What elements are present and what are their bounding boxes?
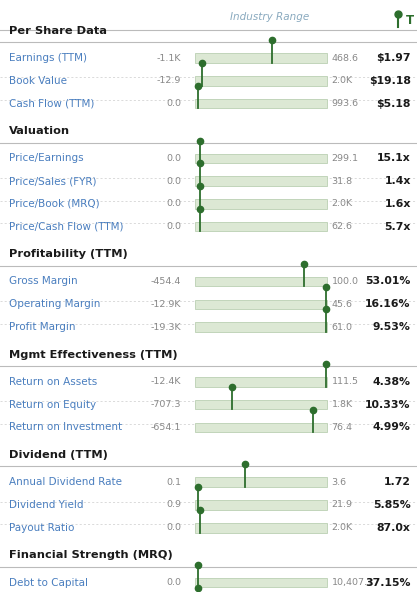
Bar (195, 523, 327, 533)
Text: 87.0x: 87.0x (377, 523, 411, 533)
Text: Profit Margin: Profit Margin (9, 322, 75, 332)
Text: 76.4: 76.4 (332, 423, 352, 432)
Text: 31.8: 31.8 (332, 176, 353, 186)
Text: $19.18: $19.18 (369, 76, 411, 86)
Text: -1.1K: -1.1K (157, 53, 181, 63)
Text: 299.1: 299.1 (332, 154, 359, 163)
Text: 4.38%: 4.38% (373, 377, 411, 387)
Text: 468.6: 468.6 (332, 53, 359, 63)
Text: Financial Strength (MRQ): Financial Strength (MRQ) (9, 551, 173, 560)
Text: 5.7x: 5.7x (384, 222, 411, 231)
Text: $1.97: $1.97 (376, 53, 411, 63)
Text: 0.0: 0.0 (166, 154, 181, 163)
Text: $5.18: $5.18 (377, 99, 411, 108)
Bar (195, 199, 327, 208)
Text: -12.9: -12.9 (157, 76, 181, 85)
Text: 0.0: 0.0 (166, 99, 181, 108)
Text: -12.4K: -12.4K (151, 377, 181, 387)
Text: Mgmt Effectiveness (TTM): Mgmt Effectiveness (TTM) (9, 350, 178, 359)
Text: Book Value: Book Value (9, 76, 67, 86)
Text: 5.85%: 5.85% (373, 500, 411, 510)
Text: Price/Cash Flow (TTM): Price/Cash Flow (TTM) (9, 222, 124, 231)
Bar (195, 322, 327, 332)
Text: 10,407.1: 10,407.1 (332, 578, 374, 587)
Text: 111.5: 111.5 (332, 377, 359, 387)
Text: 9.53%: 9.53% (373, 322, 411, 332)
Text: Operating Margin: Operating Margin (9, 300, 100, 309)
Text: Valuation: Valuation (9, 126, 70, 136)
Text: Debt to Capital: Debt to Capital (9, 578, 88, 587)
Text: 53.01%: 53.01% (365, 276, 411, 287)
Text: Cash Flow (TTM): Cash Flow (TTM) (9, 99, 95, 108)
Text: Earnings (TTM): Earnings (TTM) (9, 53, 87, 63)
Text: 21.9: 21.9 (332, 500, 352, 510)
Bar (195, 423, 327, 432)
Text: 45.6: 45.6 (332, 300, 352, 309)
Text: Price/Earnings: Price/Earnings (9, 153, 84, 163)
Text: 37.15%: 37.15% (365, 578, 411, 587)
Text: 2.0K: 2.0K (332, 523, 353, 532)
Text: T: T (406, 14, 414, 27)
Text: Annual Dividend Rate: Annual Dividend Rate (9, 477, 122, 487)
Bar (195, 99, 327, 108)
Text: 0.1: 0.1 (166, 478, 181, 487)
Bar (195, 377, 327, 387)
Text: -12.9K: -12.9K (151, 300, 181, 309)
Text: 1.6x: 1.6x (384, 199, 411, 209)
Bar (195, 76, 327, 86)
Text: 2.0K: 2.0K (332, 200, 353, 208)
Text: 10.33%: 10.33% (365, 400, 411, 410)
Text: 0.0: 0.0 (166, 523, 181, 532)
Text: 0.0: 0.0 (166, 222, 181, 231)
Text: Dividend Yield: Dividend Yield (9, 500, 84, 510)
Bar (195, 153, 327, 163)
Text: Return on Equity: Return on Equity (9, 400, 96, 410)
Text: Return on Investment: Return on Investment (9, 423, 122, 432)
Text: 1.8K: 1.8K (332, 400, 353, 409)
Text: 16.16%: 16.16% (365, 300, 411, 309)
Text: Dividend (TTM): Dividend (TTM) (9, 450, 108, 460)
Text: 1.4x: 1.4x (384, 176, 411, 186)
Bar (195, 500, 327, 510)
Bar (195, 276, 327, 287)
Text: -654.1: -654.1 (151, 423, 181, 432)
Text: Price/Sales (FYR): Price/Sales (FYR) (9, 176, 97, 186)
Text: 15.1x: 15.1x (377, 153, 411, 163)
Text: 993.6: 993.6 (332, 99, 359, 108)
Text: Payout Ratio: Payout Ratio (9, 523, 75, 533)
Bar (195, 400, 327, 410)
Text: 62.6: 62.6 (332, 222, 352, 231)
Text: Per Share Data: Per Share Data (9, 26, 107, 36)
Text: -454.4: -454.4 (151, 277, 181, 286)
Bar (195, 222, 327, 231)
Text: Industry Range: Industry Range (230, 12, 309, 21)
Text: -19.3K: -19.3K (151, 323, 181, 332)
Text: 0.9: 0.9 (166, 500, 181, 510)
Text: 0.0: 0.0 (166, 578, 181, 587)
Text: 0.0: 0.0 (166, 176, 181, 186)
Text: Gross Margin: Gross Margin (9, 276, 78, 287)
Text: Return on Assets: Return on Assets (9, 377, 98, 387)
Bar (195, 578, 327, 587)
Text: Profitability (TTM): Profitability (TTM) (9, 249, 128, 259)
Text: Price/Book (MRQ): Price/Book (MRQ) (9, 199, 100, 209)
Text: 4.99%: 4.99% (373, 423, 411, 432)
Text: 2.0K: 2.0K (332, 76, 353, 85)
Text: 1.72: 1.72 (384, 477, 411, 487)
Bar (195, 53, 327, 63)
Bar (195, 176, 327, 186)
Bar (195, 300, 327, 309)
Text: -707.3: -707.3 (151, 400, 181, 409)
Text: 3.6: 3.6 (332, 478, 347, 487)
Text: 0.0: 0.0 (166, 200, 181, 208)
Bar (195, 477, 327, 487)
Text: 61.0: 61.0 (332, 323, 352, 332)
Text: 100.0: 100.0 (332, 277, 359, 286)
